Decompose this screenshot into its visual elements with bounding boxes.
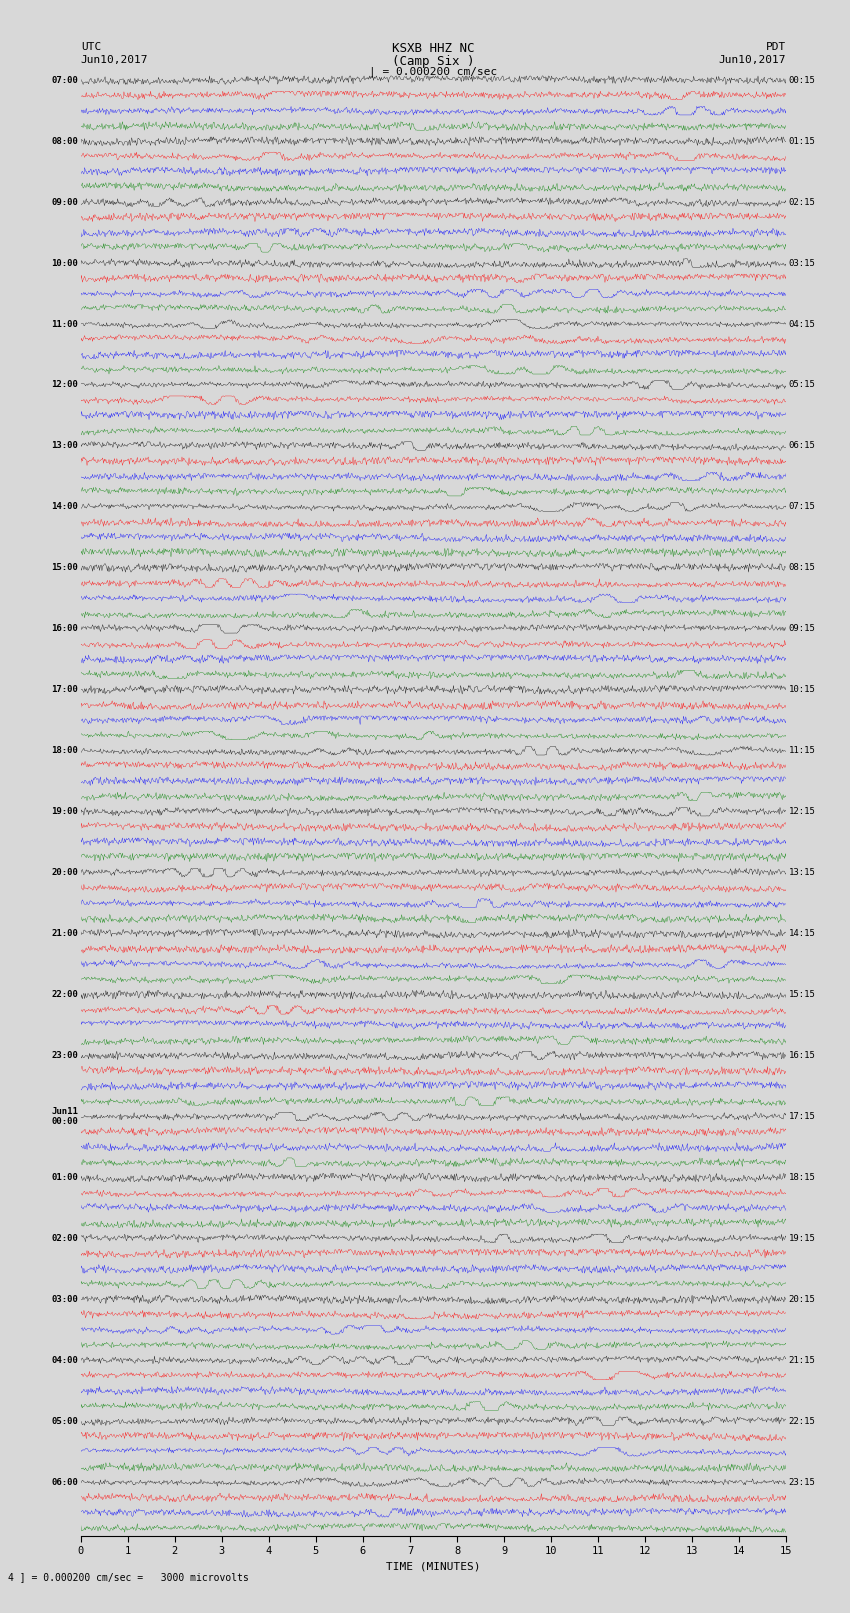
Text: Jun10,2017: Jun10,2017 [81, 55, 148, 65]
Text: 11:00: 11:00 [51, 319, 78, 329]
Text: PDT: PDT [766, 42, 786, 52]
Text: 04:00: 04:00 [51, 1357, 78, 1365]
Text: 07:00: 07:00 [51, 76, 78, 85]
Text: (Camp Six ): (Camp Six ) [392, 55, 475, 68]
Text: 05:15: 05:15 [789, 381, 816, 389]
Text: 08:00: 08:00 [51, 137, 78, 145]
Text: 21:15: 21:15 [789, 1357, 816, 1365]
Text: 17:00: 17:00 [51, 686, 78, 694]
Text: 07:15: 07:15 [789, 502, 816, 511]
Text: 06:15: 06:15 [789, 442, 816, 450]
Text: 06:00: 06:00 [51, 1478, 78, 1487]
Text: 23:15: 23:15 [789, 1478, 816, 1487]
Text: 19:15: 19:15 [789, 1234, 816, 1244]
Text: 13:15: 13:15 [789, 868, 816, 877]
Text: KSXB HHZ NC: KSXB HHZ NC [392, 42, 475, 55]
Text: 23:00: 23:00 [51, 1052, 78, 1060]
Text: 04:15: 04:15 [789, 319, 816, 329]
Text: 4 ] = 0.000200 cm/sec =   3000 microvolts: 4 ] = 0.000200 cm/sec = 3000 microvolts [8, 1573, 249, 1582]
Text: 14:00: 14:00 [51, 502, 78, 511]
Text: | = 0.000200 cm/sec: | = 0.000200 cm/sec [370, 66, 497, 77]
Text: 21:00: 21:00 [51, 929, 78, 939]
Text: 13:00: 13:00 [51, 442, 78, 450]
Text: 10:15: 10:15 [789, 686, 816, 694]
Text: 08:15: 08:15 [789, 563, 816, 573]
Text: 09:15: 09:15 [789, 624, 816, 634]
Text: Jun11
00:00: Jun11 00:00 [51, 1107, 78, 1126]
Text: 01:15: 01:15 [789, 137, 816, 145]
Text: 22:00: 22:00 [51, 990, 78, 998]
Text: 09:00: 09:00 [51, 198, 78, 206]
Text: 16:00: 16:00 [51, 624, 78, 634]
Text: 20:15: 20:15 [789, 1295, 816, 1303]
Text: 17:15: 17:15 [789, 1111, 816, 1121]
Text: 15:15: 15:15 [789, 990, 816, 998]
Text: 03:15: 03:15 [789, 258, 816, 268]
Text: 02:15: 02:15 [789, 198, 816, 206]
Text: Jun10,2017: Jun10,2017 [719, 55, 786, 65]
Text: 16:15: 16:15 [789, 1052, 816, 1060]
Text: 12:00: 12:00 [51, 381, 78, 389]
X-axis label: TIME (MINUTES): TIME (MINUTES) [386, 1561, 481, 1571]
Text: 11:15: 11:15 [789, 747, 816, 755]
Text: 10:00: 10:00 [51, 258, 78, 268]
Text: 20:00: 20:00 [51, 868, 78, 877]
Text: 18:15: 18:15 [789, 1173, 816, 1182]
Text: 15:00: 15:00 [51, 563, 78, 573]
Text: 14:15: 14:15 [789, 929, 816, 939]
Text: 05:00: 05:00 [51, 1416, 78, 1426]
Text: 12:15: 12:15 [789, 806, 816, 816]
Text: 02:00: 02:00 [51, 1234, 78, 1244]
Text: 19:00: 19:00 [51, 806, 78, 816]
Text: 22:15: 22:15 [789, 1416, 816, 1426]
Text: 03:00: 03:00 [51, 1295, 78, 1303]
Text: 00:15: 00:15 [789, 76, 816, 85]
Text: 18:00: 18:00 [51, 747, 78, 755]
Text: 01:00: 01:00 [51, 1173, 78, 1182]
Text: UTC: UTC [81, 42, 101, 52]
